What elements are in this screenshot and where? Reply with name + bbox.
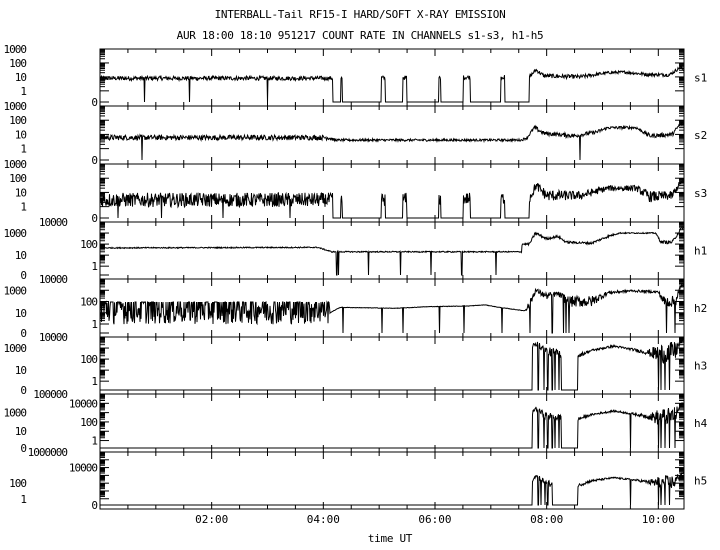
channel-label-h4: h4 <box>694 417 708 430</box>
series-line-s3 <box>99 178 685 219</box>
y-tick-label-s3: 1 <box>20 201 26 214</box>
y-tick-label-h4: 10000 <box>69 397 97 410</box>
channel-label-h1: h1 <box>694 245 707 258</box>
y-tick-label-h2: 100 <box>80 296 97 309</box>
y-tick-label-s2: 0 <box>91 154 97 167</box>
y-tick-label-s2: 100 <box>9 114 26 127</box>
y-tick-label-h3: 1000 <box>4 342 27 355</box>
panel-frame-s2 <box>99 105 685 165</box>
y-tick-label-h1: 0 <box>20 269 26 282</box>
y-tick-label-h5: 1 <box>20 493 26 506</box>
x-tick-label: 04:00 <box>307 513 340 526</box>
y-tick-label-h2: 10000 <box>39 273 67 286</box>
panel-frame-h3 <box>99 336 685 395</box>
series-line-s2 <box>99 121 684 161</box>
y-tick-label-h3: 0 <box>20 384 26 397</box>
y-tick-label-h2: 10 <box>15 307 27 320</box>
y-tick-label-h3: 100 <box>80 353 97 366</box>
y-tick-label-s1: 0 <box>91 96 97 109</box>
y-tick-label-h5: 0 <box>91 499 97 512</box>
panel-frame-h4 <box>99 393 685 453</box>
series-line-h1 <box>99 226 685 276</box>
channel-label-s2: s2 <box>694 129 707 142</box>
channel-label-h3: h3 <box>694 360 707 373</box>
channel-label-h5: h5 <box>694 475 707 488</box>
y-tick-label-s1: 10 <box>15 71 27 84</box>
series-line-h3 <box>100 337 685 391</box>
y-tick-label-s1: 100 <box>9 57 26 70</box>
series-line-s1 <box>99 65 685 103</box>
y-tick-label-s1: 1000 <box>4 43 27 56</box>
y-tick-label-s3: 1000 <box>4 158 27 171</box>
channel-label-s1: s1 <box>694 72 707 85</box>
channel-label-h2: h2 <box>694 302 707 315</box>
x-tick-label: 02:00 <box>195 513 228 526</box>
y-tick-label-h4: 0 <box>20 442 26 455</box>
y-tick-label-h4: 100000 <box>33 388 67 401</box>
y-tick-label-h3: 10 <box>15 364 27 377</box>
channel-label-s3: s3 <box>694 187 707 200</box>
chart-subtitle: AUR 18:00 18:10 951217 COUNT RATE IN CHA… <box>176 29 544 42</box>
y-tick-label-s2: 1000 <box>4 100 27 113</box>
y-tick-label-h3: 1 <box>91 375 97 388</box>
y-tick-label-h1: 100 <box>80 238 97 251</box>
y-tick-label-h5: 1000000 <box>28 446 68 459</box>
x-tick-label: 10:00 <box>642 513 675 526</box>
y-tick-label-h1: 10 <box>15 249 27 262</box>
series-line-h4 <box>100 402 685 449</box>
y-tick-label-s3: 10 <box>15 186 27 199</box>
y-tick-label-s2: 1 <box>20 143 26 156</box>
y-tick-label-s3: 0 <box>91 212 97 225</box>
chart-title: INTERBALL-Tail RF15-I HARD/SOFT X-RAY EM… <box>214 8 506 21</box>
y-tick-label-s1: 1 <box>20 85 26 98</box>
y-tick-label-h4: 100 <box>80 416 97 429</box>
x-tick-label: 08:00 <box>530 513 563 526</box>
y-tick-label-h2: 0 <box>20 327 26 340</box>
y-tick-label-h1: 1000 <box>4 227 27 240</box>
x-tick-label: 06:00 <box>418 513 451 526</box>
y-tick-label-h3: 10000 <box>39 331 67 344</box>
y-tick-label-h5: 10000 <box>69 462 97 475</box>
series-line-h5 <box>100 471 685 506</box>
y-tick-label-h2: 1 <box>91 318 97 331</box>
y-tick-label-h4: 1 <box>91 435 97 448</box>
y-tick-label-h1: 1 <box>91 260 97 273</box>
y-tick-label-h2: 1000 <box>4 284 27 297</box>
y-tick-label-s2: 10 <box>15 128 27 141</box>
y-tick-label-h1: 10000 <box>39 216 67 229</box>
y-tick-label-s3: 100 <box>9 172 26 185</box>
y-tick-label-h4: 1000 <box>4 407 27 420</box>
panel-frame-h1 <box>99 221 685 280</box>
series-line-h2 <box>99 282 685 334</box>
x-axis-label: time UT <box>367 532 413 545</box>
y-tick-label-h4: 10 <box>15 425 27 438</box>
y-tick-label-h5: 100 <box>9 477 26 490</box>
